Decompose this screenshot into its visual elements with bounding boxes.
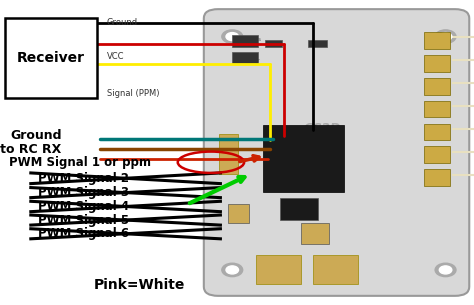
Bar [232,35,258,47]
Circle shape [435,263,456,277]
Bar [424,124,450,140]
Bar [301,223,329,244]
Text: VCC: VCC [107,52,124,61]
Bar [232,52,258,63]
Bar [5,18,97,98]
Text: Pink=White: Pink=White [94,278,185,292]
Text: PWM Signal 6: PWM Signal 6 [38,228,129,240]
Text: PWM Signal 1 or ppm: PWM Signal 1 or ppm [9,156,152,169]
Text: PWM Signal 3: PWM Signal 3 [38,186,129,199]
Circle shape [222,263,243,277]
Bar [308,40,327,47]
FancyBboxPatch shape [204,9,469,296]
Text: PWM Signal 4: PWM Signal 4 [38,200,129,213]
Text: PWM Signal 5: PWM Signal 5 [38,214,129,227]
Text: Receiver: Receiver [17,51,85,65]
Text: Status: Status [242,37,262,42]
Bar [424,146,450,163]
Text: Ground: Ground [107,18,138,27]
Bar [424,169,450,186]
Circle shape [222,30,243,43]
Bar [424,101,450,117]
Bar [263,125,344,192]
Bar [424,32,450,49]
Bar [424,55,450,72]
Circle shape [435,30,456,43]
Circle shape [439,33,452,41]
Circle shape [226,33,238,41]
Text: Ground: Ground [10,129,62,142]
Text: PWM Signal 2: PWM Signal 2 [38,172,129,185]
Bar [280,198,318,220]
Bar [265,40,282,47]
Text: Power: Power [242,59,261,63]
Circle shape [439,266,452,274]
Bar [219,134,238,174]
Text: CC3D: CC3D [304,122,341,135]
Text: Power to RC RX: Power to RC RX [0,143,62,156]
Bar [256,255,301,284]
Text: Signal (PPM): Signal (PPM) [107,88,159,98]
Circle shape [226,266,238,274]
Bar [228,204,249,223]
Bar [313,255,358,284]
Bar [424,78,450,95]
